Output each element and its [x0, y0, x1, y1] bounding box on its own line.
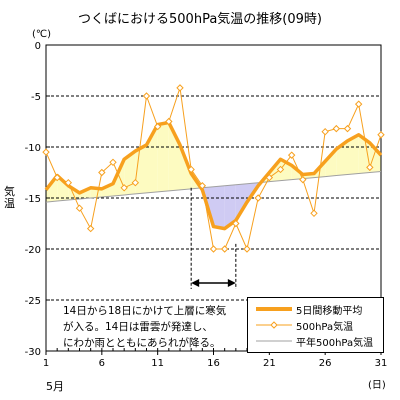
y-tick-label: -15 [25, 194, 41, 205]
y-tick-label: -20 [25, 245, 41, 256]
legend-item-500hpa: 500hPa気温 [254, 317, 382, 333]
data-point-500hpa [142, 92, 151, 100]
period-arrow-head-right [227, 279, 236, 287]
anomaly-fill [224, 184, 236, 229]
series-line-moving-average [44, 120, 383, 231]
chart-title: つくばにおける500hPa気温の推移(09時) [78, 12, 322, 27]
data-point-500hpa [109, 158, 117, 167]
data-point-500hpa [120, 184, 128, 192]
data-point-500hpa [86, 224, 95, 233]
x-tick-label: 1 [43, 358, 49, 369]
x-unit-label: (日) [368, 380, 386, 391]
anomaly-fill [347, 134, 359, 175]
y-tick-label: -25 [25, 296, 41, 307]
y-unit-label: (℃) [32, 29, 52, 40]
data-point-500hpa [254, 194, 262, 202]
y-axis-label: 気温 [4, 185, 15, 210]
series-line-normal [45, 170, 382, 203]
period-arrow-head-left [191, 279, 200, 287]
x-tick-label: 21 [263, 358, 276, 369]
data-point-500hpa [165, 117, 173, 126]
legend-swatch-moving-average [256, 307, 292, 311]
anomaly-fill [325, 149, 337, 177]
legend-label-normal: 平年500hPa気温 [296, 338, 374, 349]
data-point-500hpa [75, 204, 84, 212]
anomaly-fill [57, 175, 69, 202]
anomaly-fill [46, 175, 58, 203]
data-point-500hpa [287, 151, 296, 159]
data-point-500hpa [220, 245, 229, 253]
anomaly-fill [369, 142, 381, 173]
x-tick-label: 16 [207, 358, 220, 369]
y-tick-label: -10 [25, 143, 41, 154]
legend-swatch-normal [256, 340, 292, 342]
data-point-500hpa [321, 127, 329, 136]
y-tick-label: 0 [35, 41, 41, 52]
x-tick-label: 6 [99, 358, 105, 369]
legend-label-500hpa: 500hPa気温 [296, 322, 354, 333]
anomaly-fill [213, 185, 225, 229]
data-point-500hpa [265, 173, 274, 182]
legend-item-moving-average: 5日間移動平均 [254, 301, 382, 317]
data-point-500hpa [243, 245, 251, 253]
month-label: 5月 [46, 380, 64, 393]
data-point-500hpa [42, 148, 50, 156]
data-point-500hpa [209, 245, 218, 253]
data-point-500hpa [187, 165, 195, 174]
legend-label-moving-average: 5日間移動平均 [296, 306, 363, 317]
data-point-500hpa [354, 100, 363, 108]
data-point-500hpa [343, 124, 352, 133]
x-tick-label: 26 [319, 358, 332, 369]
legend: 5日間移動平均 500hPa気温 平年500hPa気温 [247, 297, 384, 353]
data-point-500hpa [198, 182, 207, 190]
data-point-500hpa [232, 219, 240, 228]
x-tick-label: 31 [375, 358, 388, 369]
data-point-500hpa [53, 173, 61, 182]
data-point-500hpa [332, 124, 341, 133]
data-point-500hpa [64, 178, 73, 187]
data-point-500hpa [366, 163, 374, 172]
x-tick-label: 11 [151, 358, 164, 369]
anomaly-fill [358, 134, 370, 174]
data-point-500hpa [131, 178, 140, 187]
anomaly-fill [235, 183, 247, 221]
data-point-500hpa [377, 131, 385, 139]
data-point-500hpa [153, 122, 162, 131]
legend-swatch-500hpa [256, 321, 292, 329]
data-point-500hpa [276, 165, 285, 174]
legend-item-normal: 平年500hPa気温 [254, 333, 382, 349]
anomaly-fill [90, 187, 102, 198]
y-tick-label: -30 [25, 347, 41, 358]
data-point-500hpa [176, 84, 184, 92]
annotation-text: 14日から18日にかけて上層に寒気 が入る。14日は雷雲が発達し、 にわか雨とと… [63, 305, 227, 349]
anomaly-fill [101, 183, 113, 197]
data-point-500hpa [299, 175, 307, 184]
data-point-500hpa [98, 168, 106, 177]
anomaly-fill [157, 122, 169, 192]
data-point-500hpa [310, 209, 318, 218]
y-tick-label: -5 [31, 92, 41, 103]
anomaly-fill [336, 140, 348, 176]
